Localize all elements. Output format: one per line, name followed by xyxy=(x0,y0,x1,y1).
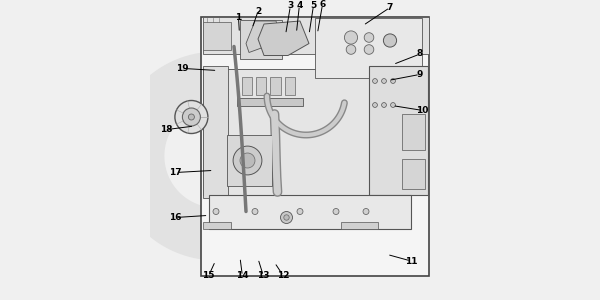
Bar xyxy=(241,76,252,94)
Bar xyxy=(203,69,427,195)
Circle shape xyxy=(382,79,386,83)
Circle shape xyxy=(233,146,262,175)
Circle shape xyxy=(391,103,395,107)
Circle shape xyxy=(333,208,339,214)
Text: 7: 7 xyxy=(387,3,393,12)
Bar xyxy=(271,76,281,94)
Circle shape xyxy=(188,114,194,120)
Circle shape xyxy=(284,215,289,220)
Text: 1: 1 xyxy=(235,13,242,22)
Circle shape xyxy=(182,108,200,126)
Text: 13: 13 xyxy=(257,272,269,280)
Polygon shape xyxy=(246,21,282,52)
Bar xyxy=(237,98,303,106)
Text: 4: 4 xyxy=(296,1,302,10)
Bar xyxy=(285,76,295,94)
Circle shape xyxy=(344,31,358,44)
Text: 14: 14 xyxy=(236,272,249,280)
Circle shape xyxy=(364,33,374,42)
Circle shape xyxy=(373,103,377,107)
Text: 19: 19 xyxy=(176,64,189,73)
Text: 12: 12 xyxy=(277,272,290,280)
Text: 05c00126: 05c00126 xyxy=(414,0,449,1)
Bar xyxy=(203,222,231,230)
Bar xyxy=(227,69,369,195)
Text: 15: 15 xyxy=(202,272,215,280)
Circle shape xyxy=(346,45,356,54)
Bar xyxy=(315,18,421,78)
Circle shape xyxy=(383,34,397,47)
Bar xyxy=(341,222,378,230)
Text: 9: 9 xyxy=(417,70,423,79)
Bar xyxy=(402,159,425,189)
Circle shape xyxy=(297,208,303,214)
Circle shape xyxy=(373,79,377,83)
Circle shape xyxy=(364,45,374,54)
Bar xyxy=(203,22,231,50)
Bar xyxy=(240,20,282,58)
Circle shape xyxy=(213,208,219,214)
Circle shape xyxy=(382,103,386,107)
Bar xyxy=(203,16,429,54)
Text: 6: 6 xyxy=(319,0,326,9)
Bar xyxy=(369,66,427,195)
Bar xyxy=(227,135,271,186)
Text: 16: 16 xyxy=(169,213,182,222)
Bar xyxy=(203,66,228,198)
Bar xyxy=(201,16,429,276)
Text: 18: 18 xyxy=(160,125,173,134)
Circle shape xyxy=(240,153,255,168)
Circle shape xyxy=(363,208,369,214)
Text: 2: 2 xyxy=(255,7,261,16)
Polygon shape xyxy=(258,21,309,56)
Circle shape xyxy=(252,208,258,214)
Bar xyxy=(256,76,266,94)
Text: 10: 10 xyxy=(416,106,428,115)
Circle shape xyxy=(391,79,395,83)
Text: 8: 8 xyxy=(417,50,423,58)
Text: 11: 11 xyxy=(405,256,417,266)
Text: 5: 5 xyxy=(310,1,317,10)
Bar xyxy=(402,114,425,150)
Bar xyxy=(209,195,411,230)
Circle shape xyxy=(175,100,208,134)
Text: 17: 17 xyxy=(169,168,182,177)
Circle shape xyxy=(281,212,293,224)
Text: 3: 3 xyxy=(287,2,293,10)
